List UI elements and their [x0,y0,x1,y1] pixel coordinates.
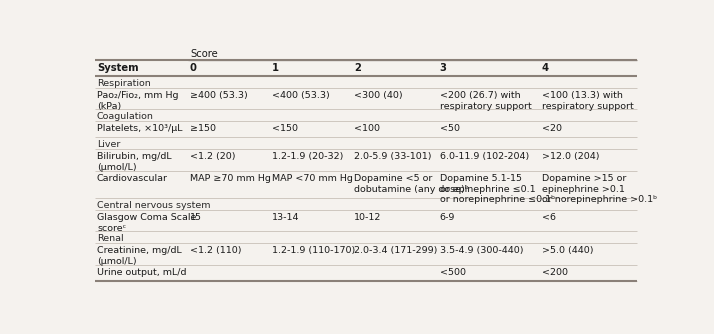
Text: Liver: Liver [97,140,121,149]
Text: >5.0 (440): >5.0 (440) [542,246,593,256]
Text: ≥400 (53.3): ≥400 (53.3) [190,91,248,100]
Text: 10-12: 10-12 [353,213,381,222]
Text: <500: <500 [440,268,466,277]
Text: Pao₂/Fio₂, mm Hg
(kPa): Pao₂/Fio₂, mm Hg (kPa) [97,91,178,111]
Text: <200: <200 [542,268,568,277]
Text: Bilirubin, mg/dL
(μmol/L): Bilirubin, mg/dL (μmol/L) [97,152,171,172]
Text: 3.5-4.9 (300-440): 3.5-4.9 (300-440) [440,246,523,256]
Text: Renal: Renal [97,234,124,243]
Text: 1.2-1.9 (110-170): 1.2-1.9 (110-170) [272,246,355,256]
Text: Cardiovascular: Cardiovascular [97,174,168,183]
Text: <400 (53.3): <400 (53.3) [272,91,330,100]
Text: 1: 1 [272,63,279,73]
Text: 2.0-3.4 (171-299): 2.0-3.4 (171-299) [353,246,437,256]
Text: 4: 4 [542,63,549,73]
Text: Coagulation: Coagulation [97,112,154,121]
Text: 2: 2 [353,63,361,73]
Text: ≥150: ≥150 [190,124,216,133]
Text: 2.0-5.9 (33-101): 2.0-5.9 (33-101) [353,152,431,161]
Text: Platelets, ×10³/μL: Platelets, ×10³/μL [97,124,183,133]
Text: Respiration: Respiration [97,78,151,88]
Text: Dopamine >15 or
epinephrine >0.1
or norepinephrine >0.1ᵇ: Dopamine >15 or epinephrine >0.1 or nore… [542,174,657,204]
Text: Urine output, mL/d: Urine output, mL/d [97,268,186,277]
Text: >12.0 (204): >12.0 (204) [542,152,599,161]
Text: <1.2 (20): <1.2 (20) [190,152,236,161]
Text: 13-14: 13-14 [272,213,299,222]
Text: 15: 15 [190,213,202,222]
Text: 1.2-1.9 (20-32): 1.2-1.9 (20-32) [272,152,343,161]
Text: <20: <20 [542,124,562,133]
Text: <100: <100 [353,124,380,133]
Text: Dopamine 5.1-15
or epinephrine ≤0.1
or norepinephrine ≤0.1ᵇ: Dopamine 5.1-15 or epinephrine ≤0.1 or n… [440,174,555,204]
Text: <300 (40): <300 (40) [353,91,403,100]
Text: Central nervous system: Central nervous system [97,201,211,210]
Text: Creatinine, mg/dL
(μmol/L): Creatinine, mg/dL (μmol/L) [97,246,182,266]
Text: Dopamine <5 or
dobutamine (any dose)ᵇ: Dopamine <5 or dobutamine (any dose)ᵇ [353,174,468,193]
Text: System: System [97,63,139,73]
Text: 0: 0 [190,63,197,73]
Text: 6.0-11.9 (102-204): 6.0-11.9 (102-204) [440,152,529,161]
Text: <200 (26.7) with
respiratory support: <200 (26.7) with respiratory support [440,91,531,111]
Text: 6-9: 6-9 [440,213,455,222]
Text: MAP <70 mm Hg: MAP <70 mm Hg [272,174,353,183]
Text: <100 (13.3) with
respiratory support: <100 (13.3) with respiratory support [542,91,633,111]
Text: 3: 3 [440,63,446,73]
Text: Score: Score [190,49,218,59]
Text: MAP ≥70 mm Hg: MAP ≥70 mm Hg [190,174,271,183]
Text: <6: <6 [542,213,556,222]
Text: <150: <150 [272,124,298,133]
Text: <1.2 (110): <1.2 (110) [190,246,241,256]
Text: Glasgow Coma Scale
scoreᶜ: Glasgow Coma Scale scoreᶜ [97,213,196,233]
Text: <50: <50 [440,124,460,133]
